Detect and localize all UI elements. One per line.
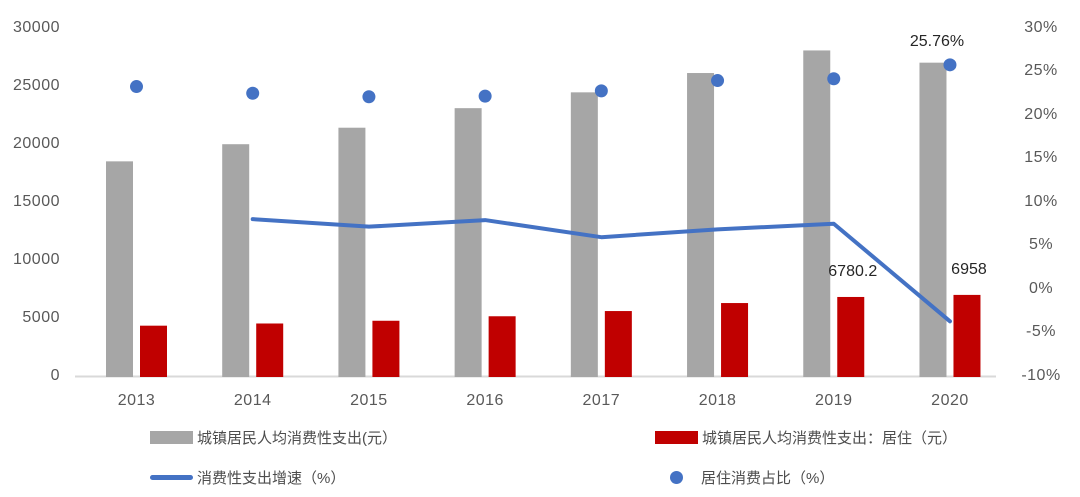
right-axis-tick-label: -10% <box>1021 366 1061 384</box>
left-axis-tick-label: 5000 <box>22 308 60 326</box>
red-bar-2020 <box>953 294 981 377</box>
left-axis-tick-label: 30000 <box>13 19 60 36</box>
ratio-dot-2018 <box>711 74 725 88</box>
blue-dot-swatch-icon <box>670 470 683 484</box>
left-axis-tick-label: 0 <box>50 366 60 384</box>
right-axis-tick-label: 20% <box>1024 105 1058 123</box>
red-bar-2017 <box>604 311 632 377</box>
x-axis-label-2016: 2016 <box>466 392 504 409</box>
red-bar-2016 <box>488 316 516 377</box>
red-bar-2019 <box>837 296 865 377</box>
x-axis-label-2018: 2018 <box>698 392 737 409</box>
legend-label: 城镇居民人均消费性支出：居住（元） <box>702 429 958 447</box>
ratio-dot-2019 <box>827 72 841 86</box>
blue-line-swatch-icon <box>150 474 193 480</box>
data-label-housing-2019: 6780.2 <box>828 262 878 280</box>
legend-item-housing-expenditure: 城镇居民人均消费性支出：居住（元） <box>655 429 958 447</box>
gray-bar-2020 <box>919 62 947 377</box>
gray-bar-2018 <box>687 73 715 377</box>
ratio-dot-2017 <box>594 84 608 98</box>
right-axis-tick-label: 30% <box>1024 19 1058 36</box>
ratio-dot-2016 <box>478 89 492 103</box>
ratio-dot-2020 <box>943 58 957 72</box>
right-axis-tick-label: 10% <box>1024 192 1058 210</box>
legend-item-total-expenditure: 城镇居民人均消费性支出(元） <box>150 429 397 447</box>
gray-bar-2014 <box>222 144 250 377</box>
red-bar-2015 <box>372 320 400 377</box>
legend-label: 居住消费占比（%） <box>701 469 835 487</box>
red-bar-2018 <box>721 303 749 377</box>
growth-rate-line <box>250 217 952 324</box>
left-axis-tick-label: 10000 <box>13 250 60 268</box>
legend-label: 城镇居民人均消费性支出(元） <box>197 429 397 447</box>
gray-bar-2019 <box>803 50 831 377</box>
left-axis-tick-label: 15000 <box>13 192 60 210</box>
data-label-housing-2020: 6958 <box>951 260 987 278</box>
right-axis-tick-label: 15% <box>1024 149 1058 167</box>
red-bar-swatch-icon <box>655 430 698 444</box>
legend-item-growth-rate: 消费性支出增速（%） <box>150 469 346 487</box>
x-axis-label-2019: 2019 <box>814 392 853 409</box>
ratio-dot-2014 <box>246 86 260 100</box>
right-axis-tick-label: 5% <box>1028 236 1054 254</box>
x-axis-label-2013: 2013 <box>117 392 156 409</box>
x-axis-label-2017: 2017 <box>582 392 621 409</box>
data-label-ratio-2020: 25.76% <box>909 32 965 50</box>
right-axis-tick-label: 25% <box>1024 62 1058 80</box>
ratio-dot-2015 <box>362 90 376 104</box>
red-bar-2013 <box>140 325 167 377</box>
left-axis-tick-label: 20000 <box>13 134 60 152</box>
legend-label: 消费性支出增速（%） <box>197 469 346 487</box>
x-axis-label-2014: 2014 <box>233 392 272 409</box>
legend-item-housing-ratio: 居住消费占比（%） <box>670 469 835 487</box>
right-axis-tick-label: 0% <box>1028 279 1054 297</box>
red-bar-2014 <box>256 323 284 377</box>
x-axis-label-2015: 2015 <box>350 392 388 409</box>
x-axis-label-2020: 2020 <box>931 392 969 409</box>
gray-bar-swatch-icon <box>150 430 193 444</box>
gray-bar-2013 <box>106 161 133 377</box>
right-axis-tick-label: -5% <box>1026 323 1056 341</box>
gray-bar-2016 <box>454 108 482 378</box>
gray-bar-2015 <box>338 127 366 377</box>
ratio-dot-2013 <box>130 80 143 94</box>
left-axis-tick-label: 25000 <box>13 76 60 94</box>
